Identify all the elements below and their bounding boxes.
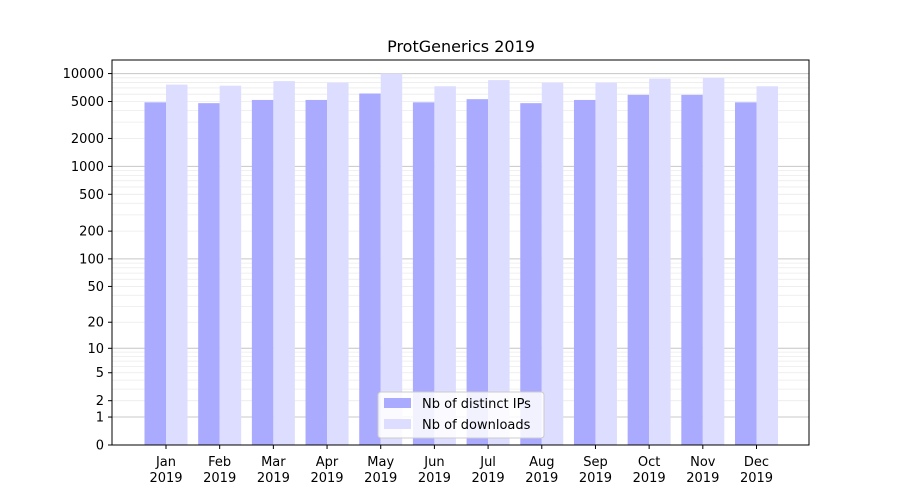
x-tick-label-month: Jul	[479, 455, 496, 470]
x-tick-label-year: 2019	[418, 471, 451, 486]
x-tick-label-month: Apr	[316, 455, 339, 470]
y-tick-label: 2	[96, 394, 104, 409]
bar-downloads	[380, 73, 403, 445]
bar-distinct-ips	[466, 99, 489, 446]
x-tick-label-month: Nov	[690, 455, 716, 470]
bar-downloads	[756, 86, 778, 445]
bar-downloads	[488, 80, 510, 446]
bar-downloads	[541, 82, 564, 446]
x-tick-label-year: 2019	[579, 471, 612, 486]
x-tick-label-month: May	[367, 455, 394, 470]
bar-distinct-ips	[412, 102, 435, 445]
x-tick-label-year: 2019	[203, 471, 236, 486]
x-tick-label-month: Dec	[744, 455, 769, 470]
bar-distinct-ips	[305, 99, 328, 445]
legend-swatch	[384, 419, 411, 429]
bar-downloads	[166, 84, 188, 446]
bar-distinct-ips	[359, 93, 381, 446]
x-tick-label-month: Mar	[261, 455, 286, 470]
bar-distinct-ips	[251, 99, 274, 445]
bar-distinct-ips	[573, 99, 596, 445]
x-tick-label-year: 2019	[740, 471, 773, 486]
x-tick-label-month: Oct	[638, 455, 660, 470]
legend-label: Nb of distinct IPs	[422, 397, 531, 412]
x-tick-label-month: Sep	[583, 455, 608, 470]
y-tick-label: 1000	[71, 160, 104, 175]
plot-frame	[111, 59, 810, 446]
bar-downloads	[273, 81, 295, 445]
x-tick-label-month: Jan	[155, 455, 176, 470]
bar-distinct-ips	[735, 102, 757, 445]
chart-title: ProtGenerics 2019	[387, 37, 535, 56]
y-tick-label: 20	[87, 316, 104, 331]
legend-box	[377, 391, 545, 439]
bar-downloads	[327, 82, 349, 446]
x-tick-label-year: 2019	[364, 471, 397, 486]
bar-downloads	[649, 78, 671, 446]
x-tick-label-year: 2019	[686, 471, 719, 486]
x-tick-label-year: 2019	[525, 471, 558, 486]
y-tick-label: 5000	[71, 95, 104, 110]
x-tick-label-month: Feb	[208, 455, 231, 470]
x-tick-label-month: Aug	[529, 455, 554, 470]
y-tick-label: 200	[79, 225, 104, 240]
x-tick-label-year: 2019	[633, 471, 666, 486]
bar-downloads	[219, 85, 242, 445]
bar-downloads	[702, 77, 725, 446]
x-tick-label-year: 2019	[310, 471, 343, 486]
legend: Nb of distinct IPs Nb of downloads	[377, 391, 545, 439]
y-tick-label: 5	[96, 366, 104, 381]
bar-distinct-ips	[144, 102, 166, 445]
y-tick-label: 1	[96, 411, 104, 426]
bar-downloads	[595, 82, 617, 446]
y-tick-label: 2000	[71, 132, 104, 147]
y-tick-label: 500	[79, 188, 104, 203]
bar-downloads	[434, 86, 456, 445]
bar-distinct-ips	[520, 103, 542, 446]
y-tick-label: 0	[96, 439, 104, 454]
bar-distinct-ips	[627, 94, 650, 445]
y-tick-label: 100	[79, 252, 104, 267]
x-tick-label-year: 2019	[472, 471, 505, 486]
legend-label: Nb of downloads	[422, 418, 531, 433]
x-tick-label-year: 2019	[149, 471, 182, 486]
y-tick-label: 10	[87, 342, 104, 357]
y-tick-label: 50	[87, 280, 104, 295]
y-tick-label: 10000	[63, 67, 104, 82]
bar-distinct-ips	[198, 103, 220, 446]
legend-swatch	[384, 398, 411, 408]
bars	[144, 73, 778, 446]
x-tick-label-year: 2019	[257, 471, 290, 486]
x-tick-label-month: Jun	[423, 455, 444, 470]
bar-distinct-ips	[681, 94, 703, 445]
x-axis: Jan2019Feb2019Mar2019Apr2019May2019Jun20…	[149, 445, 773, 486]
y-axis: 0 1 2 5 10 20 50 100 200 500 1000 2000 5000 10000	[63, 67, 112, 454]
